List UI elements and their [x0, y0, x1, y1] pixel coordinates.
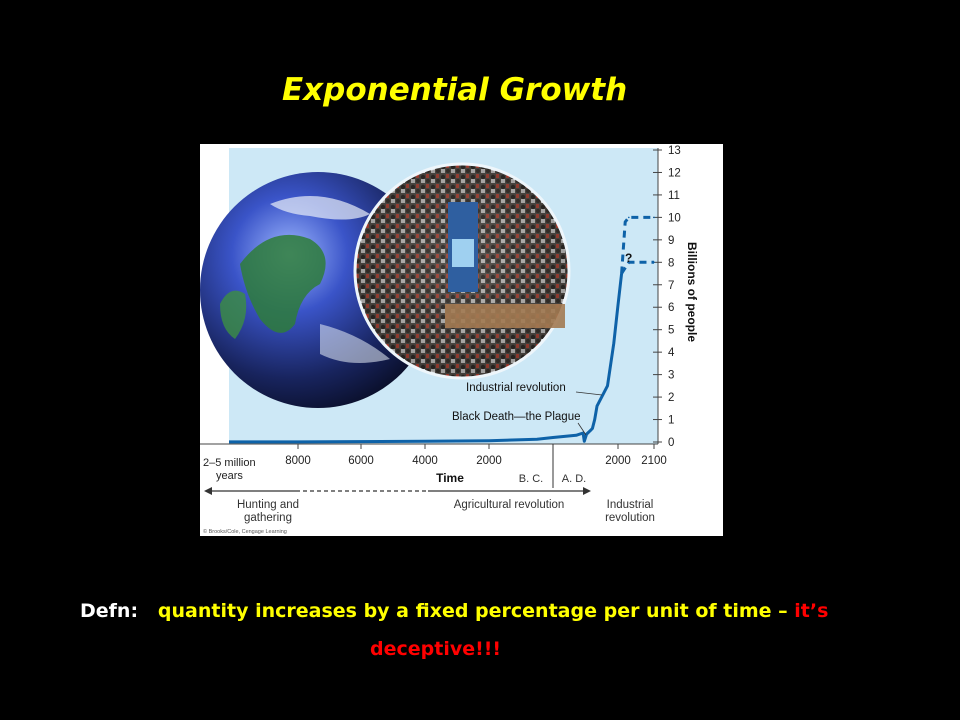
data-point — [620, 272, 623, 275]
data-point — [628, 216, 630, 219]
data-point — [488, 439, 490, 442]
y-tick-label: 1 — [668, 415, 674, 427]
y-tick-label: 10 — [668, 212, 681, 224]
x-tick-label: 2–5 million — [203, 457, 256, 469]
data-point — [575, 434, 577, 437]
population-series — [229, 215, 655, 444]
y-tick-label: 11 — [668, 190, 680, 202]
x-tick-label: years — [216, 470, 243, 482]
data-point — [585, 433, 588, 435]
era-industrial: Industrial revolution — [605, 499, 655, 524]
era-agricultural: Agricultural revolution — [454, 499, 565, 511]
y-tick-label: 7 — [668, 280, 674, 292]
data-point — [552, 436, 554, 439]
era-timeline — [204, 487, 591, 495]
definition-accent-1: it’s — [794, 600, 829, 622]
y-tick-label: 3 — [668, 370, 674, 382]
projection-line — [620, 215, 654, 274]
data-point — [424, 440, 426, 443]
data-point — [583, 440, 586, 443]
definition: Defn: quantity increases by a fixed perc… — [80, 592, 880, 668]
definition-accent-2: deceptive!!! — [370, 638, 502, 660]
y-tick-label: 9 — [668, 235, 674, 247]
x-tick-label: 6000 — [348, 455, 374, 467]
x-tick-label: 2100 — [641, 455, 667, 467]
y-tick-label: 6 — [668, 302, 674, 314]
question-mark-annotation: ? — [625, 251, 632, 265]
y-tick-label: 0 — [668, 437, 674, 449]
black-death-annotation: Black Death—the Plague — [452, 411, 581, 423]
y-tick-label: 2 — [668, 392, 674, 404]
crowd-photo — [353, 162, 571, 380]
data-point — [617, 304, 619, 306]
y-tick-label: 5 — [668, 325, 674, 337]
data-point — [653, 261, 655, 264]
data-point — [628, 261, 630, 264]
era-hunting-gathering: Hunting and gathering — [237, 499, 299, 524]
y-axis-label: Billions of people — [685, 242, 699, 342]
data-point — [606, 385, 609, 387]
y-tick-label: 13 — [668, 145, 681, 157]
x-tick-label: 2000 — [476, 455, 502, 467]
x-tick-label: 4000 — [412, 455, 438, 467]
era-label-bc: B. C. — [519, 473, 543, 485]
definition-body: quantity increases by a fixed percentage… — [157, 600, 795, 622]
x-axis-label: Time — [436, 471, 464, 485]
slide-title: Exponential Growth — [282, 72, 628, 108]
x-tick-label: 8000 — [285, 455, 311, 467]
definition-label: Defn: — [80, 600, 139, 622]
x-tick-label: 2000 — [605, 455, 631, 467]
data-point — [613, 342, 615, 344]
data-point — [582, 432, 584, 434]
data-point — [624, 221, 626, 223]
population-growth-figure: 0 1 2 3 4 5 6 7 8 9 10 11 12 13 Billions of people 2–… — [200, 144, 723, 536]
credit-line: © Brooks/Cole, Cengage Learning — [203, 528, 287, 535]
data-point — [563, 435, 566, 438]
data-point — [589, 430, 591, 432]
data-point — [593, 418, 596, 421]
era-label-ad: A. D. — [562, 473, 586, 485]
y-tick-label: 12 — [668, 167, 681, 179]
data-point — [653, 216, 655, 219]
data-point — [591, 427, 594, 430]
y-tick-label: 4 — [668, 347, 675, 359]
x-axis-ticks: 8000 6000 4000 2000 2000 2100 — [285, 444, 667, 467]
data-point — [297, 441, 299, 443]
industrial-revolution-annotation: Industrial revolution — [466, 382, 566, 394]
data-point — [596, 405, 598, 407]
y-tick-label: 8 — [668, 257, 674, 269]
data-point — [536, 438, 538, 441]
